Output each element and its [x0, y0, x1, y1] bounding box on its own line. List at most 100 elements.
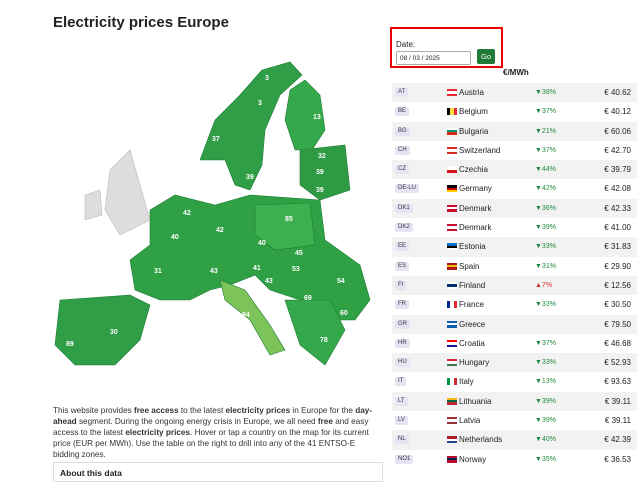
price-change: ▼36%: [535, 204, 556, 212]
country-name: Croatia: [459, 338, 485, 348]
map-label: 43: [210, 268, 218, 275]
price-change: ▼39%: [535, 397, 556, 405]
flag-stripe: [447, 89, 457, 92]
country-name: Austria: [459, 88, 484, 97]
country-name: Finland: [459, 280, 486, 290]
map-label: 13: [313, 114, 321, 121]
flag-stripe: [447, 91, 457, 94]
price-row[interactable]: EE Estonia ▼33% € 31.83: [392, 237, 637, 257]
flag: [447, 359, 457, 367]
zone-code: EE: [395, 242, 410, 252]
price: € 39.11: [604, 396, 631, 406]
map-label: 30: [110, 329, 118, 336]
price: € 29.90: [604, 261, 631, 271]
country-name: Norway: [459, 454, 487, 464]
price-row[interactable]: CZ Czechia ▼44% € 39.79: [392, 160, 637, 180]
uk: [104, 149, 151, 236]
zone-code: FI: [395, 280, 407, 290]
price-row[interactable]: HU Hungary ▼33% € 52.93: [392, 353, 637, 373]
price-row[interactable]: DK1 Denmark ▼36% € 42.33: [392, 198, 637, 219]
flag-stripe: [447, 457, 457, 461]
map-label: 94: [242, 312, 250, 319]
map-label: 43: [265, 278, 273, 285]
price: € 36.53: [604, 454, 631, 464]
price: € 12.56: [604, 280, 631, 290]
price-row[interactable]: BE Belgium ▼37% € 40.12: [392, 102, 637, 121]
flag: [447, 243, 457, 251]
zone-code: DK1: [395, 203, 413, 213]
flag-stripe: [447, 342, 457, 345]
price-row[interactable]: GR Greece € 79.50: [392, 314, 637, 334]
map-label: 39: [246, 174, 254, 181]
flag: [447, 436, 457, 444]
price-row[interactable]: AT Austria ▼38% € 40.62: [392, 83, 637, 103]
flag-stripe: [447, 325, 457, 328]
price-change: ▼33%: [535, 301, 556, 309]
zone-code: NL: [395, 435, 409, 445]
price-row[interactable]: NL Netherlands ▼40% € 42.39: [392, 430, 637, 450]
finland: [284, 79, 326, 151]
price: € 42.08: [604, 184, 631, 194]
unit-header: €/MWh: [503, 68, 529, 77]
flag-stripe: [447, 361, 457, 364]
price-change: ▼37%: [535, 146, 556, 154]
price: € 41.00: [604, 223, 631, 233]
map-label: 69: [304, 295, 312, 302]
price-row[interactable]: CH Switzerland ▼37% € 42.70: [392, 141, 637, 160]
flag: [447, 262, 457, 270]
price-row[interactable]: DE-LU Germany ▼42% € 42.08: [392, 179, 637, 198]
flag-stripe: [447, 243, 457, 246]
date-input[interactable]: 08 / 03 / 2025: [396, 51, 471, 65]
price: € 42.33: [604, 203, 631, 213]
price-change: ▼33%: [535, 243, 556, 251]
flag-stripe: [447, 265, 457, 268]
italy: [219, 279, 286, 356]
zone-code: BE: [395, 107, 410, 117]
price-row[interactable]: FI Finland ▲7% € 12.56: [392, 275, 637, 296]
flag: [447, 108, 457, 116]
map-label: 40: [258, 240, 266, 247]
flag: [447, 89, 457, 96]
price-change: ▲7%: [535, 281, 553, 289]
price-row[interactable]: DK2 Denmark ▼39% € 41.00: [392, 218, 637, 237]
baltics: [299, 144, 351, 201]
flag-stripe: [447, 322, 457, 326]
about-section[interactable]: About this data: [53, 462, 383, 482]
flag: [447, 281, 457, 289]
flag: [447, 455, 457, 463]
map-label: 60: [340, 310, 348, 317]
price-change: ▼33%: [535, 359, 556, 367]
go-button[interactable]: Go: [477, 49, 495, 64]
bold-text: free access: [134, 406, 179, 415]
price: € 39.11: [604, 416, 631, 426]
price-row[interactable]: HR Croatia ▼37% € 46.68: [392, 334, 637, 353]
map-label: 54: [337, 278, 345, 285]
zone-code: AT: [395, 88, 409, 97]
flag-stripe: [447, 460, 457, 463]
map: 3 3 13 37 17 32 39 39 39 85 42 40 42 40 …: [54, 61, 371, 366]
flag-stripe: [447, 339, 457, 343]
map-label: 78: [320, 337, 328, 344]
flag: [447, 339, 457, 347]
price-row[interactable]: LT Lithuania ▼39% € 39.11: [392, 391, 637, 412]
price-row[interactable]: NO1 Norway ▼35% € 36.53: [392, 450, 637, 469]
price-row[interactable]: LV Latvia ▼39% € 39.11: [392, 411, 637, 430]
country-name: Switzerland: [459, 145, 501, 155]
map-shapes: [54, 61, 371, 366]
price: € 42.70: [604, 145, 631, 155]
flag: [447, 378, 457, 386]
price: € 40.12: [604, 107, 631, 117]
map-label: 39: [316, 169, 324, 176]
flag-stripe: [447, 441, 457, 444]
price-row[interactable]: IT Italy ▼13% € 93.63: [392, 372, 637, 391]
map-label: 39: [316, 187, 324, 194]
price-row[interactable]: FR France ▼33% € 30.50: [392, 295, 637, 314]
zone-code: BG: [395, 126, 410, 136]
flag: [447, 204, 457, 212]
map-label: 17: [183, 153, 191, 160]
flag-stripe: [447, 286, 457, 289]
price-row[interactable]: ES Spain ▼31% € 29.90: [392, 257, 637, 276]
price-row[interactable]: BG Bulgaria ▼21% € 60.06: [392, 121, 637, 141]
flag: [447, 417, 457, 425]
